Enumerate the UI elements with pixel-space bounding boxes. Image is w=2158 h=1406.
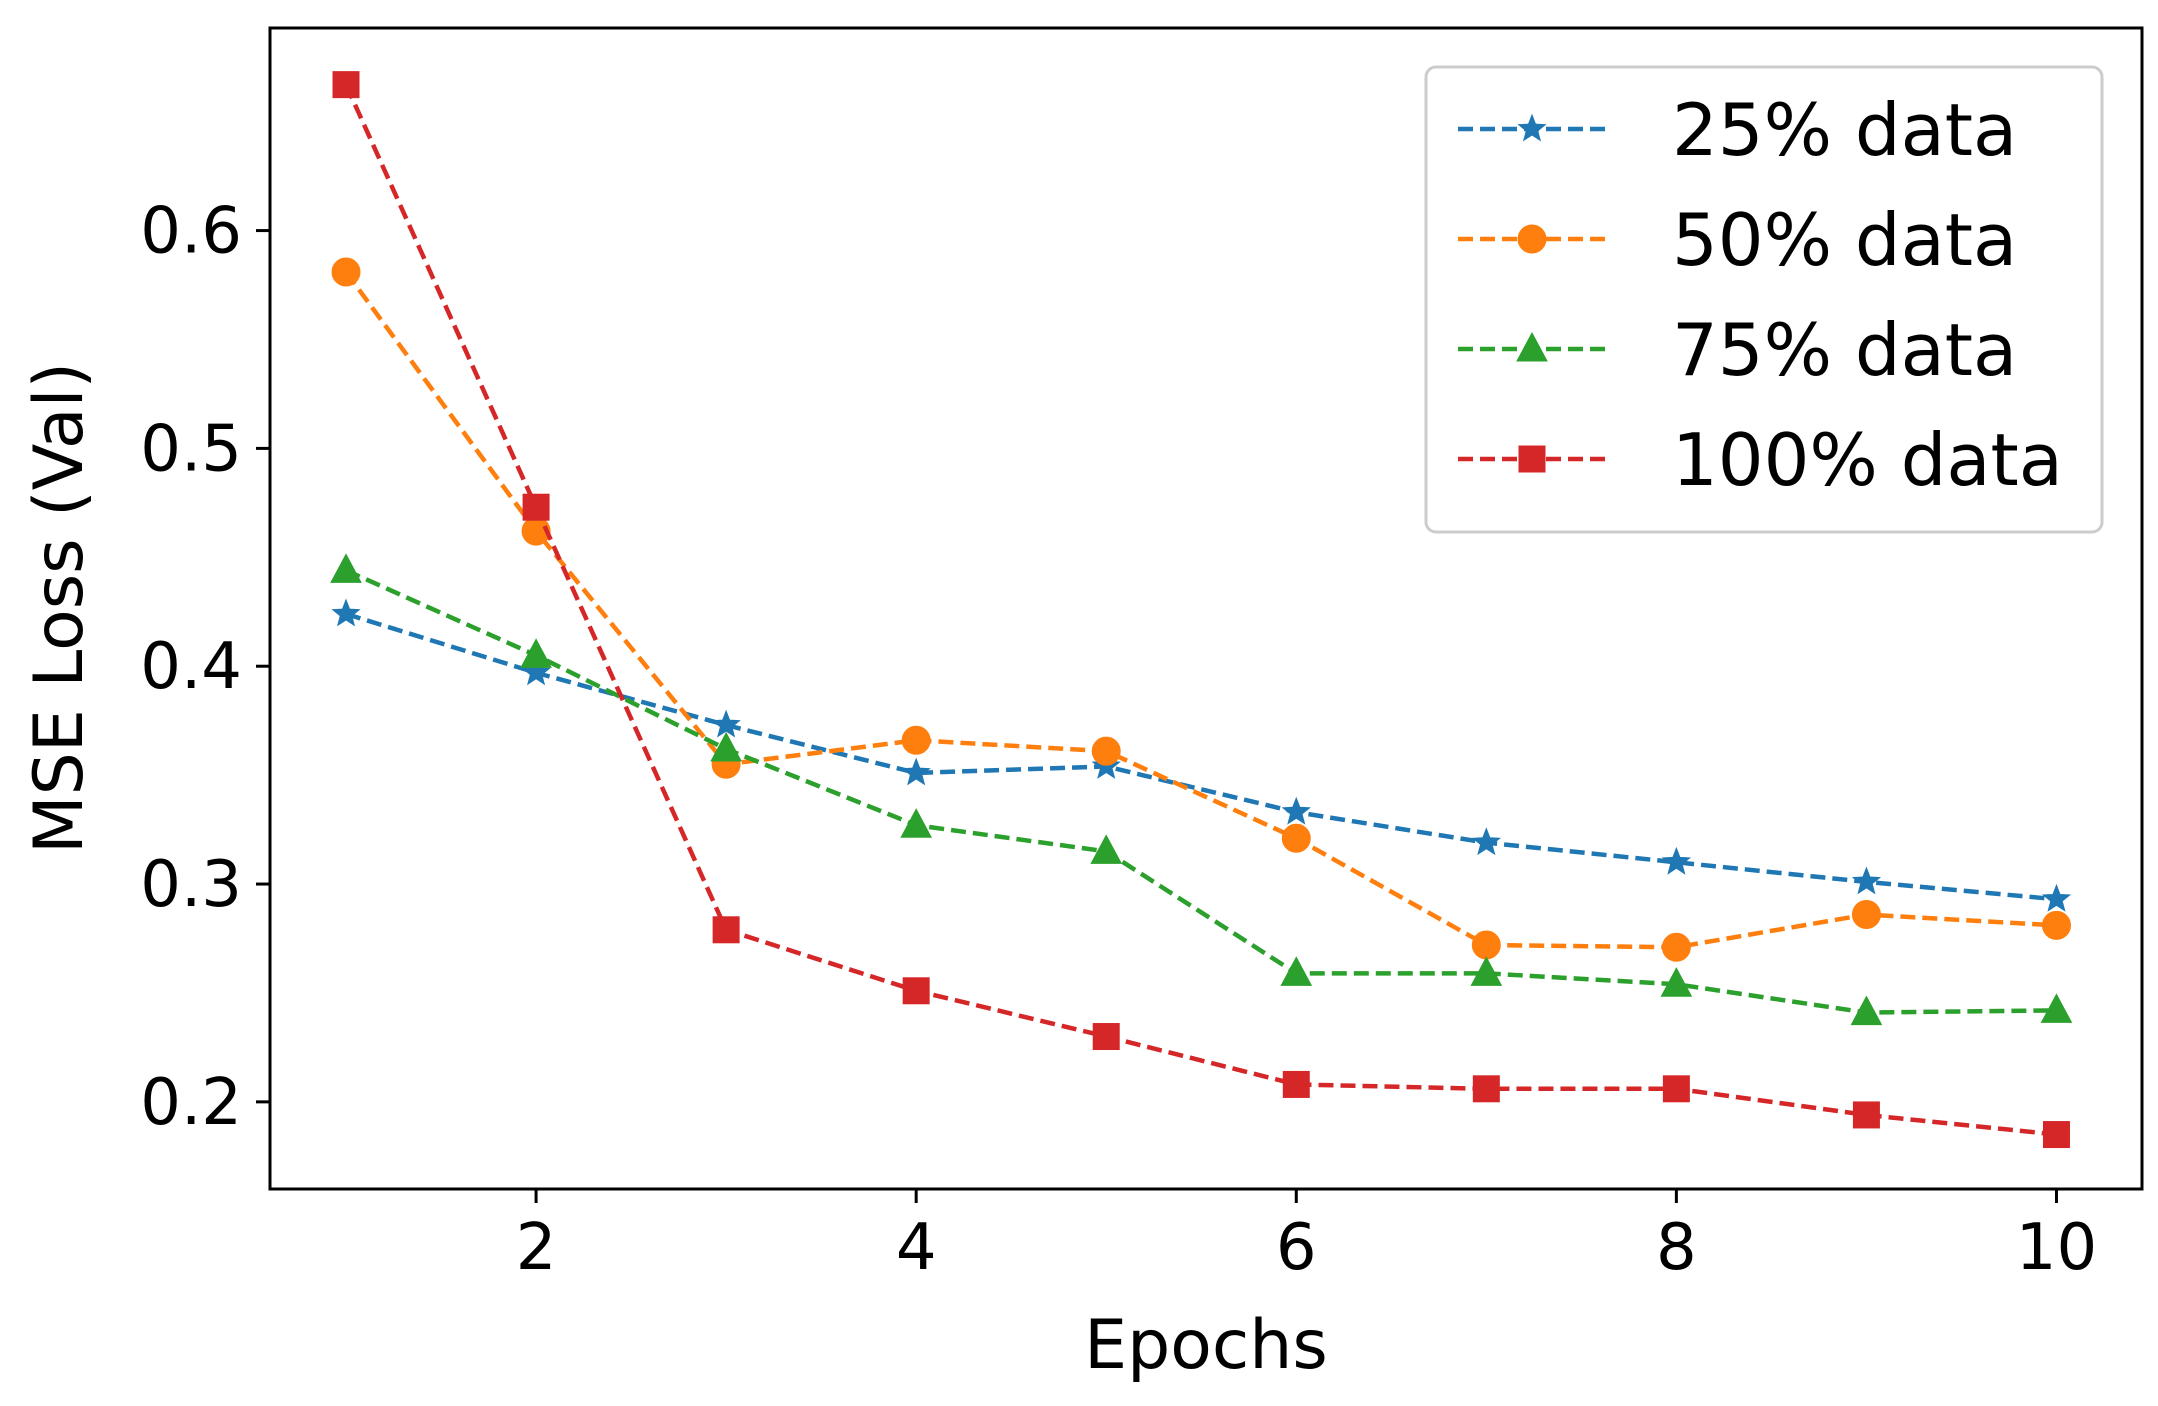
y-tick-label: 0.6 — [140, 195, 242, 269]
data-point — [1282, 1070, 1310, 1098]
legend-label: 75% data — [1672, 308, 2017, 392]
y-axis-title: MSE Loss (Val) — [20, 362, 99, 854]
data-point — [1471, 930, 1501, 960]
data-point — [1470, 956, 1503, 986]
series-line — [345, 611, 2057, 902]
data-point — [1472, 1075, 1500, 1103]
data-point — [1851, 900, 1881, 930]
series-line — [344, 270, 2057, 950]
series-line — [343, 83, 2057, 1137]
data-point — [1471, 827, 1501, 856]
data-point — [2041, 883, 2072, 912]
data-point — [901, 725, 931, 755]
x-tick-label: 6 — [1276, 1211, 1317, 1285]
data-point — [2042, 1121, 2070, 1149]
data-point — [710, 731, 742, 762]
data-point — [330, 553, 362, 583]
axes-frame — [268, 26, 2144, 1191]
data-point — [2040, 993, 2073, 1023]
data-point — [1281, 823, 1311, 853]
legend: 25% data 50% data 75% data 100% data — [1424, 65, 2104, 534]
data-point — [1851, 866, 1882, 895]
x-axis-title: Epochs — [1084, 1306, 1328, 1385]
data-point — [1091, 736, 1121, 766]
data-point — [1090, 834, 1123, 864]
data-point — [711, 709, 741, 738]
series-4 — [332, 71, 2070, 1149]
data-point — [331, 598, 361, 627]
data-point — [712, 916, 740, 944]
data-point — [520, 638, 552, 668]
data-point — [332, 71, 360, 99]
x-tick-label: 4 — [896, 1211, 937, 1285]
data-point — [1661, 932, 1691, 962]
x-tick-label: 8 — [1656, 1211, 1697, 1285]
data-point — [902, 977, 930, 1005]
series-line — [345, 568, 2057, 1015]
legend-marker — [1518, 445, 1546, 473]
legend-marker — [1517, 113, 1547, 142]
legend-label: 100% data — [1672, 418, 2063, 502]
data-point — [1660, 967, 1693, 997]
data-point — [1852, 1101, 1880, 1129]
legend-marker — [1516, 331, 1548, 362]
y-axis-ticks: 0.2 0.3 0.4 0.5 0.6 — [140, 195, 270, 1140]
legend-label: 25% data — [1672, 88, 2017, 172]
legend-box — [1424, 65, 2104, 534]
data-point — [1092, 1023, 1120, 1051]
data-point — [1661, 846, 1692, 875]
data-point — [521, 657, 551, 686]
data-point — [900, 808, 933, 838]
x-tick-label: 2 — [516, 1211, 557, 1285]
legend-marker — [1517, 224, 1547, 254]
legend-item: 25% data — [1458, 88, 2017, 172]
y-tick-label: 0.5 — [140, 412, 242, 486]
series-1 — [331, 598, 2072, 912]
legend-label: 50% data — [1672, 198, 2017, 282]
data-point — [2041, 910, 2071, 940]
data-point — [1662, 1075, 1690, 1103]
legend-item: 75% data — [1458, 308, 2017, 392]
data-point — [1280, 956, 1313, 986]
data-point — [1850, 995, 1883, 1026]
y-tick-label: 0.4 — [140, 630, 242, 704]
x-axis-ticks: 2 4 6 8 10 — [516, 1189, 2097, 1285]
legend-item: 100% data — [1458, 418, 2063, 502]
data-point — [522, 493, 550, 521]
y-tick-label: 0.2 — [140, 1066, 242, 1140]
data-point — [331, 257, 361, 287]
x-tick-label: 10 — [2016, 1211, 2097, 1285]
legend-item: 50% data — [1458, 198, 2017, 282]
y-tick-label: 0.3 — [140, 848, 242, 922]
data-point — [901, 757, 931, 786]
series-layer — [330, 71, 2073, 1149]
data-point — [1281, 796, 1311, 825]
series-3 — [330, 553, 2073, 1026]
